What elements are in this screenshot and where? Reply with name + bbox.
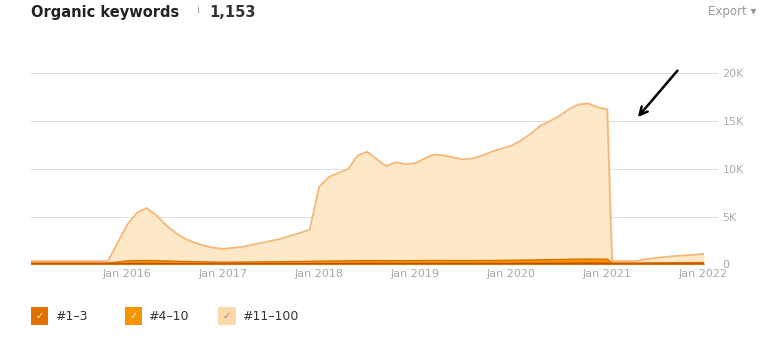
Text: i: i (197, 5, 200, 15)
Text: ✓: ✓ (36, 311, 44, 321)
Text: 1,153: 1,153 (209, 5, 256, 20)
Text: #1–3: #1–3 (55, 311, 87, 323)
Text: #11–100: #11–100 (242, 311, 298, 323)
Text: ✓: ✓ (129, 311, 137, 321)
Text: Export ▾: Export ▾ (708, 5, 757, 18)
Text: Organic keywords: Organic keywords (31, 5, 179, 20)
Text: #4–10: #4–10 (148, 311, 189, 323)
Text: ✓: ✓ (223, 311, 231, 321)
